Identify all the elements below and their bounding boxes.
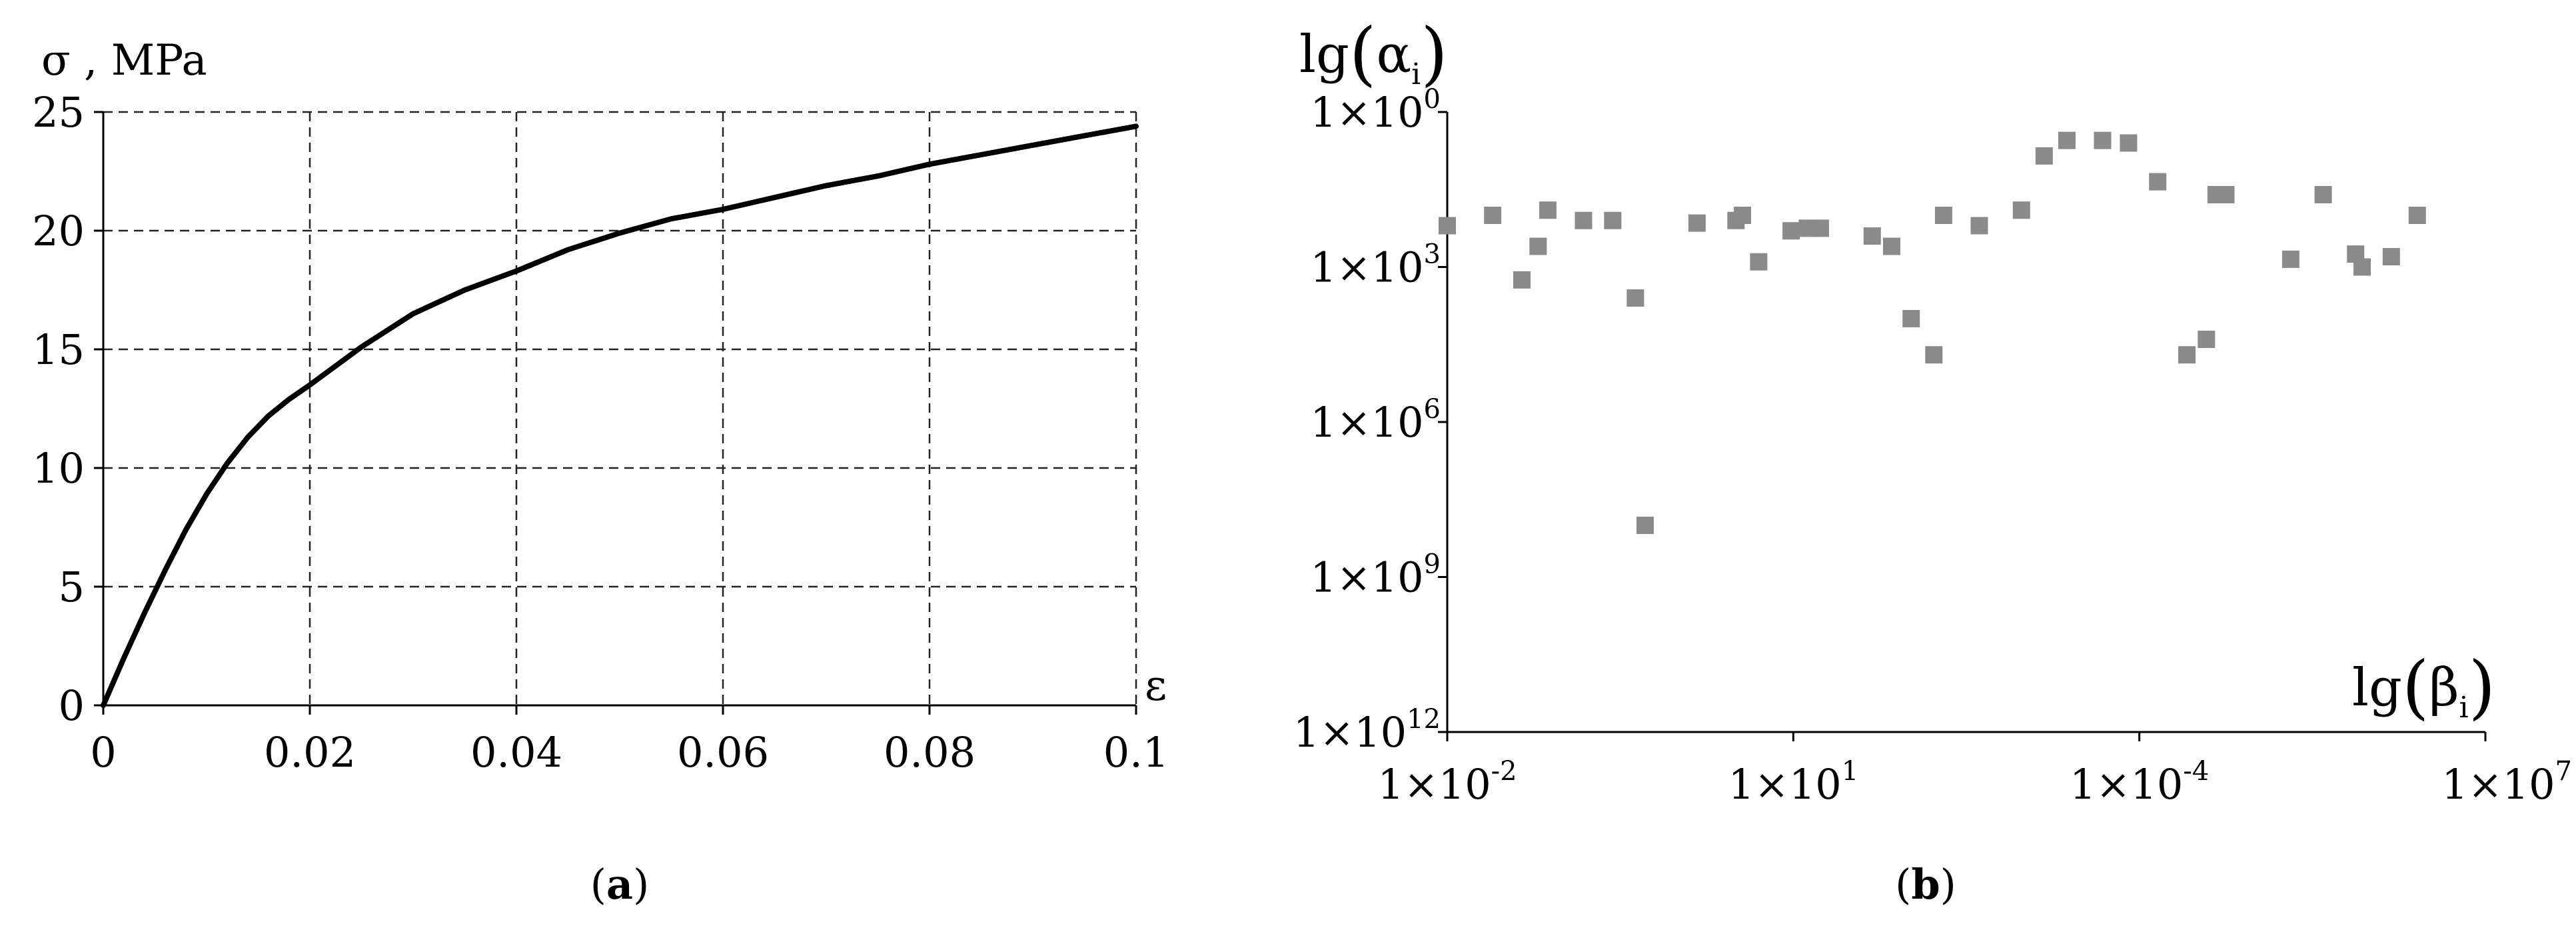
scatter-point xyxy=(1883,237,1901,255)
scatter-point xyxy=(1575,211,1593,229)
scatter-point xyxy=(1925,346,1943,364)
scatter-point xyxy=(1626,289,1644,307)
y-tick-label: 1×103 xyxy=(1310,239,1441,292)
scatter-point xyxy=(2035,147,2053,165)
scatter-point xyxy=(1934,207,1952,224)
stress-strain-chart: 0 5 10 15 20 25 0 0.02 0.04 0.06 0.08 0.1 σ , MPa ε… xyxy=(32,36,1169,909)
stress-strain-curve xyxy=(101,123,1139,708)
grid-a xyxy=(103,111,1137,705)
scatter-point xyxy=(1439,217,1456,235)
x-tick-label: 1×10-2 xyxy=(1377,756,1517,809)
scatter-point xyxy=(1688,214,1706,232)
x-tick-label: 0.08 xyxy=(884,728,975,777)
scatter-point xyxy=(1539,201,1557,219)
scatter-point xyxy=(2382,248,2400,265)
scatter-point xyxy=(1863,227,1881,245)
x-axis-label-a: ε xyxy=(1145,661,1167,711)
scatter-point xyxy=(2314,186,2332,203)
scatter-point xyxy=(2281,250,2299,268)
x-tick-label: 0.02 xyxy=(264,728,356,777)
y-tick-label: 15 xyxy=(32,325,85,374)
scatter-point xyxy=(2058,131,2076,149)
x-tick-label: 0.06 xyxy=(677,728,769,777)
x-tick-label: 1×10-4 xyxy=(2070,756,2209,809)
scatter-point xyxy=(2353,258,2371,276)
x-axis-label-b: lg(βi) xyxy=(2352,646,2495,727)
scatter-point xyxy=(2149,173,2167,191)
scatter-point xyxy=(1513,271,1531,289)
scatter-point xyxy=(2012,201,2030,219)
panel-label-a: (a) xyxy=(590,860,650,909)
x-tick-label: 0 xyxy=(90,728,116,777)
panel-label-b: (b) xyxy=(1895,860,1956,909)
scatter-point xyxy=(1734,207,1752,224)
y-axis-label-a: σ , MPa xyxy=(41,36,207,85)
y-tick-label: 1×1012 xyxy=(1293,704,1441,757)
y-tick-label: 5 xyxy=(59,563,85,611)
x-tick-label: 0.04 xyxy=(470,728,562,777)
scatter-point xyxy=(2120,134,2138,152)
scatter-point xyxy=(2178,346,2196,364)
scatter-point xyxy=(1902,310,1920,327)
y-tick-label: 1×106 xyxy=(1310,394,1441,447)
scatter-point xyxy=(1750,253,1768,271)
y-tick-label: 1×109 xyxy=(1310,549,1441,602)
y-tick-label: 10 xyxy=(32,444,85,493)
x-tick-label: 1×107 xyxy=(2441,756,2572,809)
y-tick-label: 20 xyxy=(32,207,85,255)
scatter-point xyxy=(2094,131,2112,149)
scatter-point xyxy=(1636,517,1654,534)
scatter-point xyxy=(1811,219,1829,237)
scatter-point xyxy=(2217,186,2235,203)
scatter-point xyxy=(1484,207,1502,224)
scatter-points xyxy=(1439,131,2426,534)
axes-b xyxy=(1438,111,2487,741)
scatter-point xyxy=(1782,222,1800,240)
scatter-point xyxy=(2408,207,2426,224)
y-tick-label: 0 xyxy=(59,681,85,730)
axes-a xyxy=(94,111,1137,715)
y-tick-label: 1×100 xyxy=(1310,84,1441,137)
x-tick-label: 0.1 xyxy=(1103,728,1169,777)
y-tick-label: 25 xyxy=(32,88,85,137)
scatter-point xyxy=(1970,217,1988,235)
scatter-point xyxy=(1604,211,1622,229)
tick-labels-a: 0 5 10 15 20 25 0 0.02 0.04 0.06 0.08 0.1 xyxy=(32,88,1169,777)
x-tick-label: 1×101 xyxy=(1728,756,1858,809)
scatter-point xyxy=(2198,331,2216,348)
scatter-point xyxy=(1529,237,1547,255)
y-axis-label-b: lg(αi) xyxy=(1299,13,1448,94)
